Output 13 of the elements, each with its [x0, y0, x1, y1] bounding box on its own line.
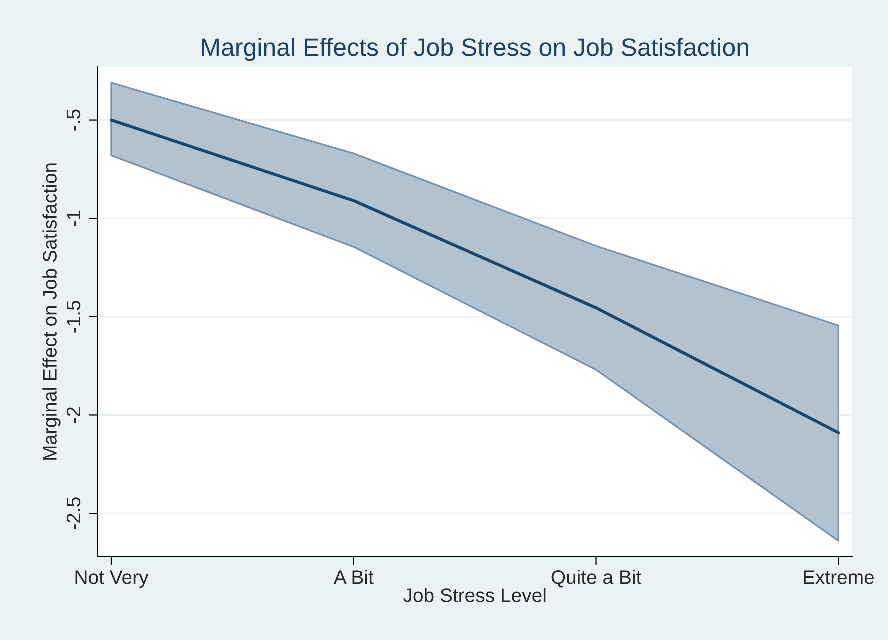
y-axis-title: Marginal Effect on Job Satisfaction	[42, 164, 61, 460]
x-tick-label: Quite a Bit	[552, 570, 642, 588]
x-tick-label: Extreme	[804, 570, 874, 584]
x-axis-title: Job Stress Level	[404, 588, 546, 602]
x-tick-label: A Bit	[334, 570, 374, 584]
chart-title: Marginal Effects of Job Stress on Job Satisfaction	[202, 38, 748, 62]
x-tick-label: Not Very	[76, 570, 149, 588]
y-tick-label: -.5	[67, 110, 81, 131]
y-tick-label: -2.5	[66, 498, 81, 530]
y-tick-label: -2	[66, 408, 80, 424]
y-tick-label: -1.5	[67, 300, 81, 333]
y-tick-label: -1	[67, 210, 80, 226]
line-series	[110, 118, 840, 434]
